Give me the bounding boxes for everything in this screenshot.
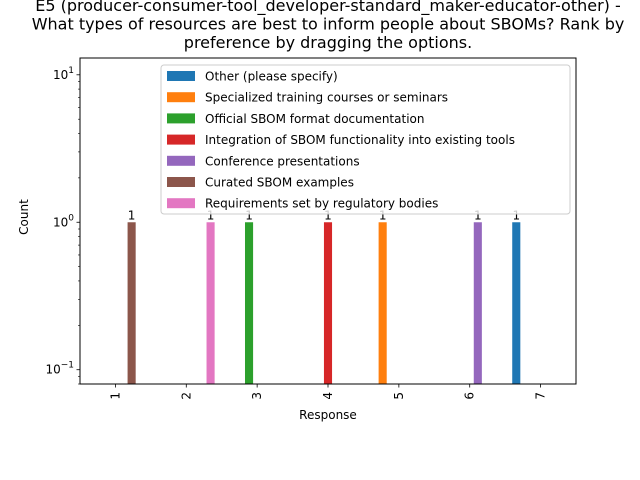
bar	[244, 222, 254, 384]
legend-entry: Other (please specify)	[205, 70, 338, 84]
bar	[378, 222, 387, 384]
legend-entry: Specialized training courses or seminars	[205, 91, 448, 105]
bar	[473, 222, 482, 384]
y-tick-label: 101	[53, 66, 74, 82]
chart-title-line: E5 (producer-consumer-tool_developer-sta…	[35, 0, 621, 16]
legend-swatch	[167, 177, 195, 187]
legend: Other (please specify) Specialized traini…	[160, 64, 571, 215]
bar-value-label: 1	[324, 208, 332, 222]
bar	[127, 222, 136, 384]
bar	[206, 222, 215, 384]
y-axis-label: Count	[17, 199, 31, 235]
y-tick-label: 10−1	[45, 361, 74, 377]
legend-entry: Integration of SBOM functionality into e…	[205, 133, 515, 147]
legend-box	[160, 64, 571, 215]
legend-entry: Conference presentations	[205, 154, 360, 168]
bar-value-label: 1	[512, 208, 520, 222]
legend-swatch	[167, 155, 195, 166]
x-tick-label: 4	[321, 392, 335, 400]
plot-area: 1 1 1 1 1 1 1 10−1 100 101 1 2 3 4 5 6 7 Response Count	[17, 57, 577, 422]
bar	[512, 222, 521, 384]
legend-swatch	[167, 113, 195, 124]
bar-value-label: 1	[474, 208, 482, 222]
x-tick-label: 1	[108, 392, 122, 400]
x-tick-label: 3	[250, 392, 264, 400]
chart-title: E5 (producer-consumer-tool_developer-sta…	[32, 0, 625, 52]
legend-entry: Curated SBOM examples	[205, 176, 354, 190]
x-tick-label: 2	[179, 392, 193, 400]
legend-swatch	[167, 71, 195, 81]
legend-swatch	[167, 198, 195, 209]
bar-value-label: 1	[128, 208, 136, 222]
x-tick-label: 7	[534, 392, 548, 400]
legend-swatch	[167, 134, 195, 145]
legend-entry: Official SBOM format documentation	[205, 112, 424, 126]
x-tick-label: 6	[463, 392, 477, 400]
x-axis-label: Response	[299, 408, 357, 422]
y-tick-label: 100	[53, 213, 74, 229]
chart-title-line: What types of resources are best to info…	[32, 14, 625, 33]
x-tick-label: 5	[392, 392, 406, 400]
chart-title-line: preference by dragging the options.	[184, 33, 472, 52]
bar-value-label: 1	[379, 208, 387, 222]
bar	[323, 222, 333, 384]
legend-swatch	[167, 92, 195, 103]
bar-value-label: 1	[207, 208, 215, 222]
legend-entry: Requirements set by regulatory bodies	[205, 197, 438, 211]
bar-value-label: 1	[245, 208, 253, 222]
